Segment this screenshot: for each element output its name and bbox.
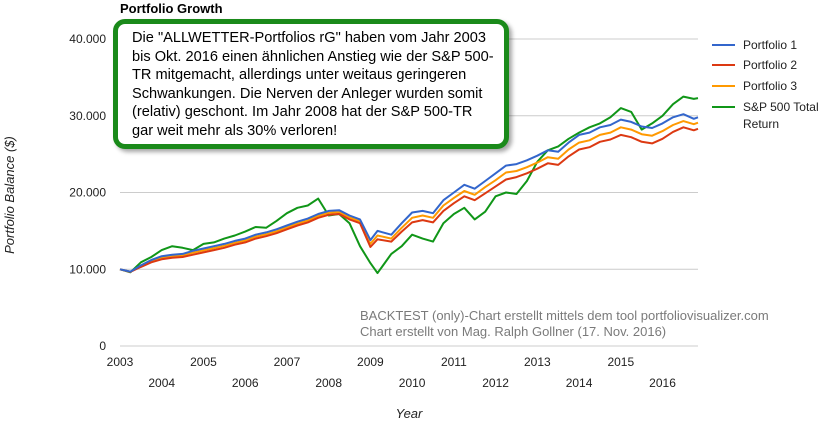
x-tick-label: 2010 bbox=[399, 376, 426, 390]
series-lines bbox=[119, 95, 699, 275]
backtest-note: BACKTEST (only)-Chart erstellt mittels d… bbox=[360, 308, 769, 323]
legend-item: Portfolio 3 bbox=[743, 79, 797, 93]
x-tick-label: 2003 bbox=[107, 355, 134, 369]
x-tick-label: 2014 bbox=[566, 376, 593, 390]
x-tick-label: 2004 bbox=[148, 376, 175, 390]
annotation-callout: Die "ALLWETTER-Portfolios rG" haben vom … bbox=[113, 19, 509, 149]
x-axis-label: Year bbox=[396, 406, 423, 421]
legend-item: S&P 500 Total Return bbox=[743, 100, 819, 131]
y-tick-label: 40.000 bbox=[69, 32, 106, 46]
x-tick-label: 2009 bbox=[357, 355, 384, 369]
legend-item: Portfolio 1 bbox=[743, 38, 797, 52]
x-tick-label: 2011 bbox=[441, 355, 467, 369]
x-tick-label: 2016 bbox=[649, 376, 676, 390]
x-tick-label: 2015 bbox=[607, 355, 634, 369]
y-tick-label: 10.000 bbox=[69, 262, 106, 276]
y-tick-label: 0 bbox=[99, 339, 106, 353]
y-tick-label: 30.000 bbox=[69, 109, 106, 123]
x-axis-ticks: 2003 2005 2007 2009 2011 2013 2015 2004 2006 2008… bbox=[107, 355, 677, 390]
legend: Portfolio 1 Portfolio 2 Portfolio 3 S&P 500… bbox=[712, 38, 819, 131]
series-line bbox=[119, 126, 699, 273]
y-axis-ticks: 0 10.000 20.000 30.000 40.000 bbox=[69, 32, 106, 353]
y-tick-label: 20.000 bbox=[69, 186, 106, 200]
callout-text: Die "ALLWETTER-Portfolios rG" haben vom … bbox=[132, 30, 494, 139]
x-tick-label: 2013 bbox=[524, 355, 551, 369]
x-tick-label: 2005 bbox=[190, 355, 217, 369]
series-line bbox=[119, 113, 699, 273]
series-line bbox=[119, 95, 699, 275]
y-axis-label: Portfolio Balance ($) bbox=[2, 136, 17, 254]
x-tick-label: 2007 bbox=[274, 355, 301, 369]
x-tick-label: 2012 bbox=[482, 376, 509, 390]
author-note: Chart erstellt von Mag. Ralph Gollner (1… bbox=[360, 324, 666, 339]
series-line bbox=[119, 120, 699, 273]
legend-item: Portfolio 2 bbox=[743, 58, 797, 72]
chart-title: Portfolio Growth bbox=[120, 1, 223, 16]
x-tick-label: 2006 bbox=[232, 376, 259, 390]
x-tick-label: 2008 bbox=[315, 376, 342, 390]
